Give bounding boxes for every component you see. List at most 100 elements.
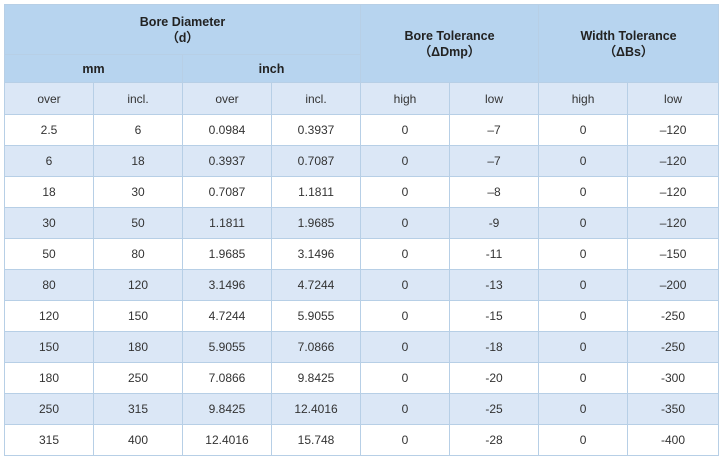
cell-bore-high: 0 <box>360 145 451 177</box>
column-header-width-low: low <box>627 82 720 115</box>
cell-mm-over: 2.5 <box>4 114 94 146</box>
cell-mm-incl: 120 <box>93 269 183 301</box>
cell-bore-high: 0 <box>360 424 451 456</box>
cell-bore-high: 0 <box>360 269 451 301</box>
cell-bore-low: -20 <box>449 362 540 394</box>
cell-width-low: –120 <box>627 176 720 208</box>
cell-bore-high: 0 <box>360 393 451 425</box>
cell-mm-incl: 6 <box>93 114 183 146</box>
tolerance-table-container: Bore Diameter （d） Bore Tolerance （ΔDmp） … <box>3 4 720 456</box>
bore-diameter-title: Bore Diameter <box>139 14 226 29</box>
cell-mm-incl: 315 <box>93 393 183 425</box>
width-tolerance-header: Width Tolerance （ΔBs） <box>538 4 720 83</box>
cell-mm-incl: 80 <box>93 238 183 270</box>
column-header-bore-high: high <box>360 82 451 115</box>
cell-mm-over: 18 <box>4 176 94 208</box>
cell-mm-incl: 30 <box>93 176 183 208</box>
cell-bore-low: –7 <box>449 114 540 146</box>
table-row: 2.5 6 0.0984 0.3937 0 –7 0 –120 <box>4 114 720 146</box>
cell-inch-incl: 0.7087 <box>270 145 362 177</box>
bore-tolerance-symbol: （ΔDmp） <box>418 44 481 59</box>
cell-width-low: –150 <box>627 238 720 270</box>
cell-mm-over: 80 <box>4 269 94 301</box>
cell-inch-incl: 9.8425 <box>270 362 362 394</box>
cell-width-low: –120 <box>627 114 720 146</box>
cell-width-high: 0 <box>538 393 629 425</box>
cell-mm-incl: 50 <box>93 207 183 239</box>
cell-width-high: 0 <box>538 176 629 208</box>
cell-width-low: –120 <box>627 207 720 239</box>
cell-bore-low: -15 <box>449 300 540 332</box>
tolerance-table: Bore Diameter （d） Bore Tolerance （ΔDmp） … <box>3 4 720 456</box>
table-row: 6 18 0.3937 0.7087 0 –7 0 –120 <box>4 145 720 177</box>
cell-width-high: 0 <box>538 145 629 177</box>
cell-mm-over: 315 <box>4 424 94 456</box>
table-row: 180 250 7.0866 9.8425 0 -20 0 -300 <box>4 362 720 394</box>
cell-inch-incl: 12.4016 <box>270 393 362 425</box>
width-tolerance-title: Width Tolerance <box>580 28 677 43</box>
cell-bore-low: –7 <box>449 145 540 177</box>
table-row: 315 400 12.4016 15.748 0 -28 0 -400 <box>4 424 720 456</box>
cell-mm-over: 50 <box>4 238 94 270</box>
cell-width-high: 0 <box>538 331 629 363</box>
cell-width-high: 0 <box>538 269 629 301</box>
cell-mm-over: 30 <box>4 207 94 239</box>
cell-width-high: 0 <box>538 207 629 239</box>
cell-inch-incl: 15.748 <box>270 424 362 456</box>
table-row: 50 80 1.9685 3.1496 0 -11 0 –150 <box>4 238 720 270</box>
cell-inch-incl: 5.9055 <box>270 300 362 332</box>
cell-inch-over: 12.4016 <box>182 424 272 456</box>
cell-mm-incl: 400 <box>93 424 183 456</box>
cell-width-high: 0 <box>538 362 629 394</box>
cell-bore-low: -18 <box>449 331 540 363</box>
cell-bore-low: -11 <box>449 238 540 270</box>
column-header-width-high: high <box>538 82 629 115</box>
cell-width-low: -350 <box>627 393 720 425</box>
cell-mm-incl: 150 <box>93 300 183 332</box>
cell-width-low: –200 <box>627 269 720 301</box>
cell-inch-incl: 0.3937 <box>270 114 362 146</box>
cell-mm-over: 150 <box>4 331 94 363</box>
cell-bore-high: 0 <box>360 362 451 394</box>
cell-inch-over: 4.7244 <box>182 300 272 332</box>
mm-header: mm <box>4 54 183 83</box>
cell-mm-incl: 180 <box>93 331 183 363</box>
cell-mm-over: 6 <box>4 145 94 177</box>
inch-header: inch <box>181 54 362 83</box>
column-header-bore-low: low <box>449 82 540 115</box>
cell-inch-over: 5.9055 <box>182 331 272 363</box>
cell-mm-over: 180 <box>4 362 94 394</box>
table-row: 30 50 1.1811 1.9685 0 -9 0 –120 <box>4 207 720 239</box>
cell-width-high: 0 <box>538 114 629 146</box>
column-header-mm-over: over <box>4 82 94 115</box>
cell-inch-incl: 1.1811 <box>270 176 362 208</box>
cell-width-low: -300 <box>627 362 720 394</box>
bore-tolerance-title: Bore Tolerance <box>404 28 495 43</box>
column-header-inch-incl: incl. <box>270 82 362 115</box>
cell-inch-incl: 7.0866 <box>270 331 362 363</box>
cell-inch-over: 1.1811 <box>182 207 272 239</box>
bore-diameter-header: Bore Diameter （d） <box>3 4 362 55</box>
cell-inch-over: 3.1496 <box>182 269 272 301</box>
bore-tolerance-header: Bore Tolerance （ΔDmp） <box>360 4 540 83</box>
cell-bore-high: 0 <box>360 114 451 146</box>
cell-inch-over: 1.9685 <box>182 238 272 270</box>
cell-width-high: 0 <box>538 424 629 456</box>
cell-mm-over: 250 <box>4 393 94 425</box>
cell-bore-high: 0 <box>360 238 451 270</box>
column-header-mm-incl: incl. <box>93 82 183 115</box>
cell-width-high: 0 <box>538 300 629 332</box>
cell-width-low: -250 <box>627 331 720 363</box>
cell-width-low: –120 <box>627 145 720 177</box>
cell-inch-over: 9.8425 <box>182 393 272 425</box>
cell-width-high: 0 <box>538 238 629 270</box>
cell-inch-over: 7.0866 <box>182 362 272 394</box>
table-row: 80 120 3.1496 4.7244 0 -13 0 –200 <box>4 269 720 301</box>
cell-bore-high: 0 <box>360 176 451 208</box>
bore-diameter-symbol: （d） <box>166 30 199 45</box>
cell-bore-low: -28 <box>449 424 540 456</box>
table-row: 120 150 4.7244 5.9055 0 -15 0 -250 <box>4 300 720 332</box>
cell-inch-incl: 1.9685 <box>270 207 362 239</box>
table-body: 2.5 6 0.0984 0.3937 0 –7 0 –120 6 18 0.3… <box>4 114 720 456</box>
cell-mm-incl: 18 <box>93 145 183 177</box>
